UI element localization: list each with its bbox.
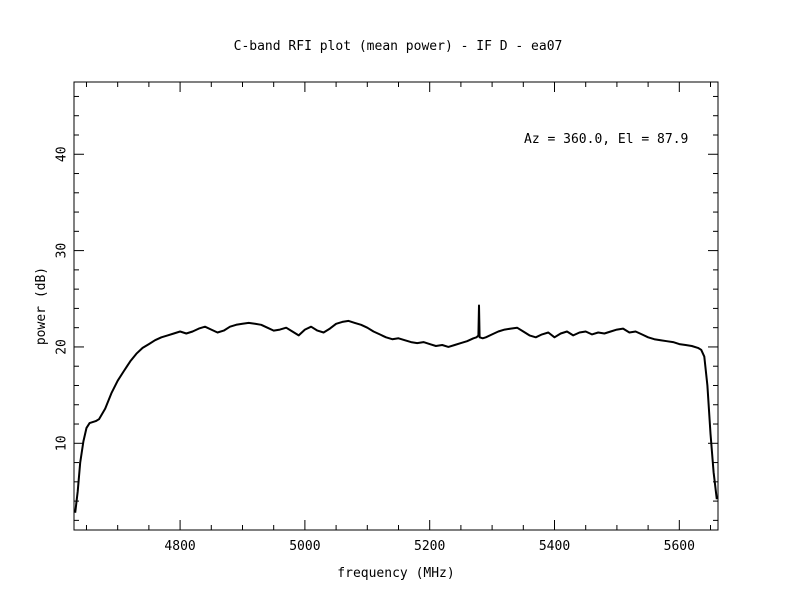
series-line: [74, 304, 718, 513]
x-tick-label: 5600: [664, 539, 695, 554]
y-axis-ticks: 10 20 30 40: [55, 95, 718, 521]
chart-title: C-band RFI plot (mean power) - IF D - ea…: [234, 39, 563, 54]
plot-frame: [73, 81, 719, 531]
x-tick-label: 4800: [164, 539, 195, 554]
y-tick-label: 40: [55, 146, 70, 162]
az-el-annotation: Az = 360.0, El = 87.9: [524, 132, 688, 147]
y-tick-label: 10: [55, 435, 70, 451]
y-tick-label: 30: [55, 243, 70, 259]
series-group: [74, 304, 718, 513]
x-tick-label: 5400: [539, 539, 570, 554]
x-axis-ticks: 4800 5000 5200 5400 5600: [85, 82, 712, 554]
x-tick-label: 5200: [414, 539, 445, 554]
y-axis-label: power (dB): [34, 267, 49, 345]
y-tick-label: 20: [55, 339, 70, 355]
x-axis-label: frequency (MHz): [337, 566, 454, 581]
x-tick-label: 5000: [289, 539, 320, 554]
plot-border: [73, 81, 719, 531]
